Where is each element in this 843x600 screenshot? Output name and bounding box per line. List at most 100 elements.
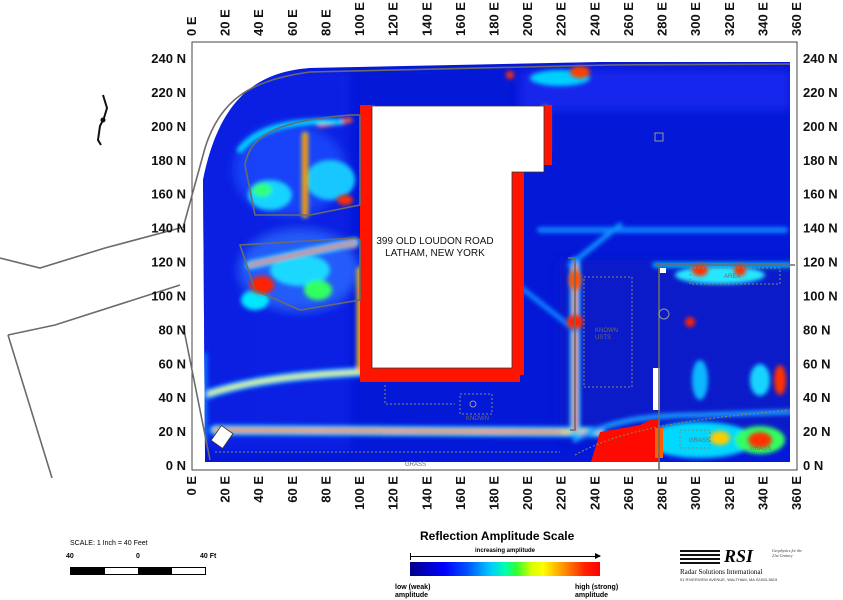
label-grass: GRASS <box>750 446 771 452</box>
x-tick-label-bottom: 280 E <box>655 476 670 510</box>
x-tick-label-top: 100 E <box>352 2 367 36</box>
scale-mid-label: 0 <box>136 553 140 560</box>
x-tick-label-bottom: 60 E <box>285 476 300 503</box>
x-tick-label-top: 280 E <box>655 2 670 36</box>
x-tick-label-bottom: 0 E <box>184 476 199 496</box>
x-tick-label-bottom: 340 E <box>755 476 770 510</box>
address-line-2: LATHAM, NEW YORK <box>385 248 485 259</box>
x-tick-label-bottom: 160 E <box>453 476 468 510</box>
logo-mark: RSI <box>724 546 754 566</box>
y-tick-label-right: 180 N <box>803 153 838 168</box>
y-tick-label-right: 100 N <box>803 288 838 303</box>
y-tick-label-left: 240 N <box>151 51 186 66</box>
y-tick-label-left: 20 N <box>159 424 186 439</box>
x-tick-label-top: 160 E <box>453 2 468 36</box>
x-tick-label-bottom: 180 E <box>487 476 502 510</box>
y-tick-label-left: 160 N <box>151 187 186 202</box>
x-tick-label-top: 360 E <box>789 2 804 36</box>
amplitude-arrow <box>410 553 601 560</box>
y-tick-label-right: 200 N <box>803 119 838 134</box>
amplitude-arrow-label: increasing amplitude <box>474 548 535 554</box>
x-tick-label-top: 220 E <box>554 2 569 36</box>
y-tick-label-right: 140 N <box>803 221 838 236</box>
manhole <box>469 400 477 408</box>
x-tick-label-bottom: 220 E <box>554 476 569 510</box>
y-tick-label-right: 220 N <box>803 85 838 100</box>
label-known: KNOWN <box>466 416 489 422</box>
y-tick-label-left: 0 N <box>166 458 186 473</box>
x-tick-label-top: 180 E <box>487 2 502 36</box>
y-tick-label-left: 60 N <box>159 356 186 371</box>
x-tick-label-top: 340 E <box>755 2 770 36</box>
label-grass: GRASS <box>405 462 426 468</box>
x-tick-label-bottom: 40 E <box>251 476 266 503</box>
low-label-line2: amplitude <box>395 592 429 599</box>
scale-title: SCALE: 1 Inch = 40 Feet <box>70 540 148 547</box>
y-tick-label-left: 80 N <box>159 322 186 337</box>
y-tick-label-right: 60 N <box>803 356 830 371</box>
high-label-line2: amplitude <box>575 592 609 599</box>
y-tick-label-left: 40 N <box>159 390 186 405</box>
y-tick-label-left: 200 N <box>151 119 186 134</box>
scale-left-label: 40 <box>66 553 74 560</box>
x-tick-label-bottom: 80 E <box>318 476 333 503</box>
x-tick-label-bottom: 200 E <box>520 476 535 510</box>
y-tick-label-right: 40 N <box>803 390 830 405</box>
rsi-stripes-icon <box>680 550 720 566</box>
x-tick-label-bottom: 100 E <box>352 476 367 510</box>
y-tick-label-left: 120 N <box>151 255 186 270</box>
label-area: AREA <box>724 274 740 280</box>
y-tick-label-right: 0 N <box>803 458 823 473</box>
x-tick-label-bottom: 140 E <box>419 476 434 510</box>
x-tick-label-top: 260 E <box>621 2 636 36</box>
data-gap <box>653 368 660 410</box>
x-tick-label-top: 80 E <box>318 9 333 36</box>
x-axis-bottom-labels: 0 E 20 E 40 E 60 E 80 E 100 E 120 E 140 E 160 E 1… <box>184 476 804 510</box>
x-tick-label-top: 40 E <box>251 9 266 36</box>
feature-outlines <box>215 267 791 456</box>
amplitude-color-bar <box>410 562 600 576</box>
x-tick-label-bottom: 260 E <box>621 476 636 510</box>
x-tick-label-top: 140 E <box>419 2 434 36</box>
logo-address: 51 RIVERVIEW AVENUE, WALTHAM, MA 02453-3… <box>680 577 778 582</box>
x-tick-label-bottom: 240 E <box>587 476 602 510</box>
rsi-logo: RSI Geophysics for the 21st Century Rada… <box>680 546 840 600</box>
y-tick-label-right: 20 N <box>803 424 830 439</box>
manhole <box>658 308 670 320</box>
y-tick-label-left: 140 N <box>151 221 186 236</box>
y-tick-label-right: 120 N <box>803 255 838 270</box>
site-lines <box>0 63 795 479</box>
x-tick-label-top: 200 E <box>520 2 535 36</box>
y-axis-right-labels: 240 N 220 N 200 N 180 N 160 N 140 N 120 N 100 N… <box>803 51 838 473</box>
y-tick-label-right: 80 N <box>803 322 830 337</box>
x-tick-label-bottom: 360 E <box>789 476 804 510</box>
y-tick-label-right: 160 N <box>803 187 838 202</box>
x-tick-label-bottom: 120 E <box>386 476 401 510</box>
amplitude-scale-title: Reflection Amplitude Scale <box>420 529 575 543</box>
scale-bar <box>70 567 206 575</box>
x-tick-label-top: 20 E <box>218 9 233 36</box>
x-axis-top-labels: 0 E 20 E 40 E 60 E 80 E 100 E 120 E 140 E 160 E 1… <box>184 2 804 36</box>
x-tick-label-top: 120 E <box>386 2 401 36</box>
label-known-usts: KNOWN USTS <box>595 328 618 341</box>
y-axis-left-labels: 240 N 220 N 200 N 180 N 160 N 140 N 120 N 100 N… <box>151 51 186 473</box>
label-grass: GRASS <box>689 438 710 444</box>
amplitude-high-label: high (strong) amplitude <box>575 584 618 600</box>
amplitude-low-label: low (weak) amplitude <box>395 584 430 600</box>
x-tick-label-top: 60 E <box>285 9 300 36</box>
address-line-1: 399 OLD LOUDON ROAD <box>376 236 493 247</box>
x-tick-label-top: 320 E <box>722 2 737 36</box>
monument-marker <box>210 425 234 449</box>
y-tick-label-left: 220 N <box>151 85 186 100</box>
y-tick-label-left: 100 N <box>151 288 186 303</box>
y-tick-label-left: 180 N <box>151 153 186 168</box>
north-arrow-icon <box>96 94 109 146</box>
data-gap <box>660 268 666 273</box>
utility-box <box>654 132 664 142</box>
x-tick-label-top: 240 E <box>587 2 602 36</box>
x-tick-label-top: 0 E <box>184 16 199 36</box>
x-tick-label-bottom: 320 E <box>722 476 737 510</box>
logo-tagline: Geophysics for the 21st Century <box>772 548 802 558</box>
logo-company-name: Radar Solutions International <box>680 568 763 576</box>
